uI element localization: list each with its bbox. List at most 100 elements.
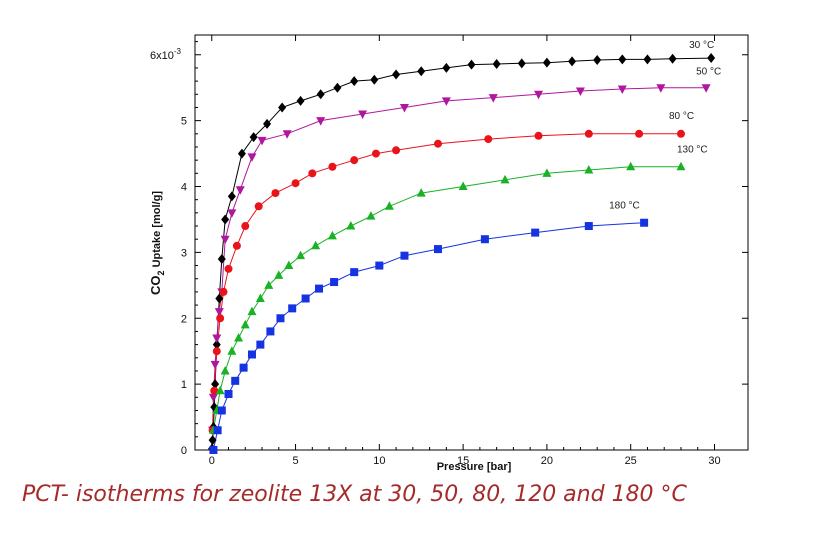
data-point xyxy=(417,66,426,77)
series-line-2 xyxy=(212,133,681,431)
data-point xyxy=(441,97,451,106)
data-point xyxy=(316,89,325,100)
data-point xyxy=(271,189,280,198)
data-point xyxy=(237,148,246,159)
data-point xyxy=(249,132,258,143)
data-point xyxy=(350,268,359,277)
data-point xyxy=(480,235,489,244)
y-axis-title-rest: Uptake [mol/g] xyxy=(151,191,163,271)
data-point xyxy=(235,186,245,195)
data-point xyxy=(282,130,292,139)
data-point xyxy=(467,59,476,70)
data-point xyxy=(217,406,226,415)
data-point xyxy=(458,181,468,191)
data-point xyxy=(392,69,401,80)
data-point xyxy=(500,174,510,184)
data-point xyxy=(584,165,594,174)
x-axis-title: Pressure [bar] xyxy=(437,461,512,473)
data-point xyxy=(328,162,337,171)
x-tick-label: 20 xyxy=(541,455,553,467)
data-point xyxy=(517,58,526,69)
data-point xyxy=(257,136,267,146)
data-point xyxy=(274,270,284,279)
data-point xyxy=(350,76,359,87)
data-point xyxy=(241,222,250,231)
data-point xyxy=(301,294,310,303)
data-point xyxy=(618,54,627,65)
y-axis-title-main: CO xyxy=(148,275,163,295)
y-tick-label: 5 xyxy=(181,116,187,128)
data-point xyxy=(668,53,677,64)
data-point xyxy=(216,314,225,323)
data-point xyxy=(392,146,401,155)
data-point xyxy=(227,346,237,355)
series-label-4: 180 °C xyxy=(609,201,640,212)
data-point xyxy=(333,82,342,93)
data-point xyxy=(211,379,220,390)
axis-ticks: 0 5 10 15 20 25 30 0 1 2 3 4 5 6x10-3 xyxy=(150,35,748,467)
x-tick-label: 10 xyxy=(373,455,385,467)
data-point xyxy=(484,135,493,144)
y-tick-label: 0 xyxy=(181,445,187,457)
data-point xyxy=(399,103,409,113)
data-point xyxy=(327,230,337,240)
data-point xyxy=(208,393,218,403)
y-tick-label: 3 xyxy=(181,247,187,259)
data-point xyxy=(291,179,300,188)
data-point xyxy=(400,251,409,260)
data-point xyxy=(209,446,218,454)
series-line-1 xyxy=(212,87,707,431)
data-point xyxy=(371,149,380,158)
data-point xyxy=(213,426,222,435)
y-tick-label: 4 xyxy=(181,182,187,194)
data-point xyxy=(488,94,498,103)
x-tick-label: 15 xyxy=(457,455,469,467)
data-point xyxy=(442,62,451,73)
fit-curves xyxy=(211,57,712,451)
data-point xyxy=(255,293,265,302)
series-label-1: 50 °C xyxy=(696,67,721,78)
y-exponent: -3 xyxy=(174,47,182,56)
data-point xyxy=(433,139,442,148)
data-point xyxy=(617,85,627,95)
series-line-0 xyxy=(211,57,712,449)
y-tick-label: 1 xyxy=(181,379,187,391)
data-point xyxy=(656,84,666,93)
data-point xyxy=(375,261,384,270)
data-point xyxy=(315,284,324,293)
data-point xyxy=(676,161,686,171)
data-point xyxy=(247,306,257,316)
data-point xyxy=(308,169,317,178)
series-line-4 xyxy=(212,222,645,451)
data-point xyxy=(247,153,257,162)
data-point xyxy=(210,386,219,395)
data-point xyxy=(212,334,222,344)
data-point xyxy=(568,56,577,67)
figure-caption: PCT- isotherms for zeolite 13X at 30, 50… xyxy=(22,482,687,507)
data-point xyxy=(296,250,306,260)
data-point xyxy=(220,235,230,245)
series-label-3: 130 °C xyxy=(677,145,708,156)
x-tick-label: 25 xyxy=(625,455,637,467)
x-tick-label: 5 xyxy=(292,455,298,467)
data-point xyxy=(626,161,636,171)
data-point xyxy=(330,278,339,287)
data-point xyxy=(224,390,233,399)
data-point xyxy=(534,90,544,100)
y-axis-title-subscript: 2 xyxy=(156,270,166,275)
data-point xyxy=(215,293,224,304)
data-point xyxy=(217,253,226,264)
plot-frame xyxy=(194,34,749,451)
data-points xyxy=(208,53,716,454)
data-point xyxy=(358,110,368,120)
data-point xyxy=(534,131,543,140)
data-point xyxy=(221,214,230,225)
data-point xyxy=(227,191,236,202)
data-point xyxy=(296,95,305,106)
data-point xyxy=(227,209,237,218)
data-point xyxy=(256,340,265,349)
data-point xyxy=(531,228,540,237)
data-point xyxy=(247,350,256,359)
data-point xyxy=(542,168,552,177)
data-point xyxy=(212,347,221,356)
